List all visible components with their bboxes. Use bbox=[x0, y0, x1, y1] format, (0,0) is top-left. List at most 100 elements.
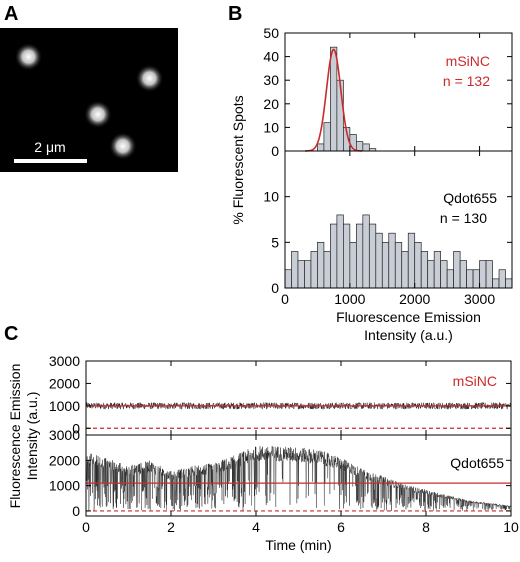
x-tick-label: 6 bbox=[337, 519, 345, 535]
x-axis-label-line1: Fluorescence Emission bbox=[336, 309, 481, 325]
histogram-bar bbox=[401, 251, 409, 289]
panel-c-letter: C bbox=[4, 323, 18, 345]
y-tick-label: 0 bbox=[72, 420, 80, 436]
y-tick-label: 10 bbox=[263, 119, 279, 135]
histogram-bar bbox=[427, 260, 435, 289]
y-tick-label: 5 bbox=[271, 234, 279, 250]
y-tick-label: 0 bbox=[271, 143, 279, 159]
histogram-bar bbox=[304, 260, 312, 289]
y-tick-label: 2000 bbox=[49, 375, 80, 391]
panel-b-ylabel: % Fluorescent Spots bbox=[230, 95, 246, 224]
x-tick-label: 0 bbox=[281, 291, 289, 307]
histogram-bar bbox=[375, 232, 383, 289]
bTop-frame bbox=[284, 32, 513, 152]
histogram-bar bbox=[368, 223, 377, 289]
histogram-bar bbox=[446, 269, 454, 289]
histogram-bar bbox=[297, 260, 305, 289]
histogram-bar bbox=[284, 269, 292, 289]
cTop-frame bbox=[85, 360, 512, 436]
y-tick-label: 50 bbox=[263, 25, 279, 41]
histogram-bar bbox=[317, 143, 325, 152]
y-tick-label: 1000 bbox=[49, 398, 80, 414]
y-tick-label: 0 bbox=[271, 280, 279, 296]
annotation-trace-msinc: mSiNC bbox=[453, 373, 497, 389]
y-tick-label: 1000 bbox=[49, 478, 80, 494]
histogram-bar bbox=[330, 46, 338, 152]
x-tick-label: 0 bbox=[82, 519, 90, 535]
trace-qdot655: 0 1000 2000 3000 0 2 4 6 8 10 Time (min) Qdot655 bbox=[49, 427, 519, 553]
histogram-bar bbox=[330, 223, 338, 289]
histogram-bar bbox=[323, 122, 331, 152]
qdot655-intensity-trace bbox=[85, 446, 512, 511]
x-tick-label: 1000 bbox=[334, 291, 365, 307]
y-tick-label: 0 bbox=[72, 503, 80, 519]
panel-c-ylabel-line2: Intensity (a.u.) bbox=[24, 392, 40, 481]
x-axis-label: Time (min) bbox=[265, 537, 331, 553]
y-tick-label: 10 bbox=[263, 189, 279, 205]
trace-msinc: 0 1000 2000 3000 mSiNC bbox=[49, 353, 512, 436]
y-tick-label: 20 bbox=[263, 96, 279, 112]
histogram-bar bbox=[381, 241, 390, 289]
annotation-msinc: mSiNC bbox=[446, 53, 490, 69]
y-tick-label: 30 bbox=[263, 72, 279, 88]
panel-c-ylabel-line1: Fluorescence Emission bbox=[7, 364, 23, 509]
histogram-bar bbox=[355, 223, 364, 289]
bBot-frame bbox=[284, 150, 513, 289]
histogram-bar bbox=[407, 232, 416, 289]
histogram-bar bbox=[420, 251, 429, 289]
histogram-bar bbox=[362, 214, 370, 289]
msinc-intensity-trace bbox=[85, 401, 512, 411]
histogram-bar bbox=[492, 278, 500, 289]
x-tick-label: 2000 bbox=[399, 291, 430, 307]
scale-bar-label: 2 μm bbox=[34, 139, 65, 155]
x-tick-label: 10 bbox=[503, 519, 519, 535]
n-label-msinc: n = 132 bbox=[443, 73, 490, 89]
histogram-msinc: 0 10 20 30 40 50 mSiNC n = 132 bbox=[263, 25, 513, 159]
histogram-bar bbox=[485, 260, 493, 289]
x-tick-label: 4 bbox=[252, 519, 260, 535]
scale-bar bbox=[14, 159, 87, 163]
histogram-bar bbox=[343, 223, 351, 289]
histogram-bar bbox=[453, 251, 461, 289]
histogram-bar bbox=[336, 214, 344, 289]
histogram-bar bbox=[355, 141, 364, 152]
panel-a-letter: A bbox=[4, 3, 18, 25]
histogram-bar bbox=[323, 251, 331, 289]
histogram-bar bbox=[472, 269, 480, 289]
histogram-bar bbox=[498, 269, 506, 289]
histogram-bar bbox=[466, 269, 474, 289]
histogram-bar bbox=[291, 251, 299, 289]
annotation-trace-qdot655: Qdot655 bbox=[450, 455, 504, 471]
n-label-qdot655: n = 130 bbox=[440, 210, 487, 226]
histogram-bar bbox=[362, 143, 370, 152]
fluorescent-spot bbox=[135, 64, 164, 93]
gaussian-fit-curve bbox=[305, 48, 363, 152]
panel-b-letter: B bbox=[228, 3, 242, 25]
x-axis-label-line2: Intensity (a.u.) bbox=[364, 327, 453, 343]
histogram-qdot655: 0 5 10 0 1000 2000 3000 Fluorescence Emission In… bbox=[263, 150, 513, 343]
histogram-bar bbox=[479, 260, 487, 289]
histogram-bar bbox=[440, 260, 448, 289]
histogram-bar bbox=[310, 251, 318, 289]
y-tick-label: 40 bbox=[263, 49, 279, 65]
histogram-bar bbox=[433, 251, 442, 289]
histogram-bar bbox=[388, 232, 396, 289]
histogram-bar bbox=[414, 241, 422, 289]
x-tick-label: 8 bbox=[422, 519, 430, 535]
x-tick-label: 3000 bbox=[464, 291, 495, 307]
histogram-bar bbox=[505, 278, 513, 289]
histogram-bar bbox=[459, 260, 467, 289]
fluorescent-spot bbox=[14, 42, 43, 71]
fluorescent-spot bbox=[108, 132, 137, 161]
panel-a-image: 2 μm bbox=[0, 28, 178, 172]
fluorescent-spot bbox=[83, 100, 112, 129]
histogram-bar bbox=[349, 241, 357, 289]
fluorescent-spots bbox=[14, 42, 164, 161]
histogram-bar bbox=[394, 241, 403, 289]
y-tick-label: 3000 bbox=[49, 427, 80, 443]
cBot-frame bbox=[85, 434, 512, 517]
x-tick-label: 2 bbox=[167, 519, 175, 535]
y-tick-label: 2000 bbox=[49, 452, 80, 468]
